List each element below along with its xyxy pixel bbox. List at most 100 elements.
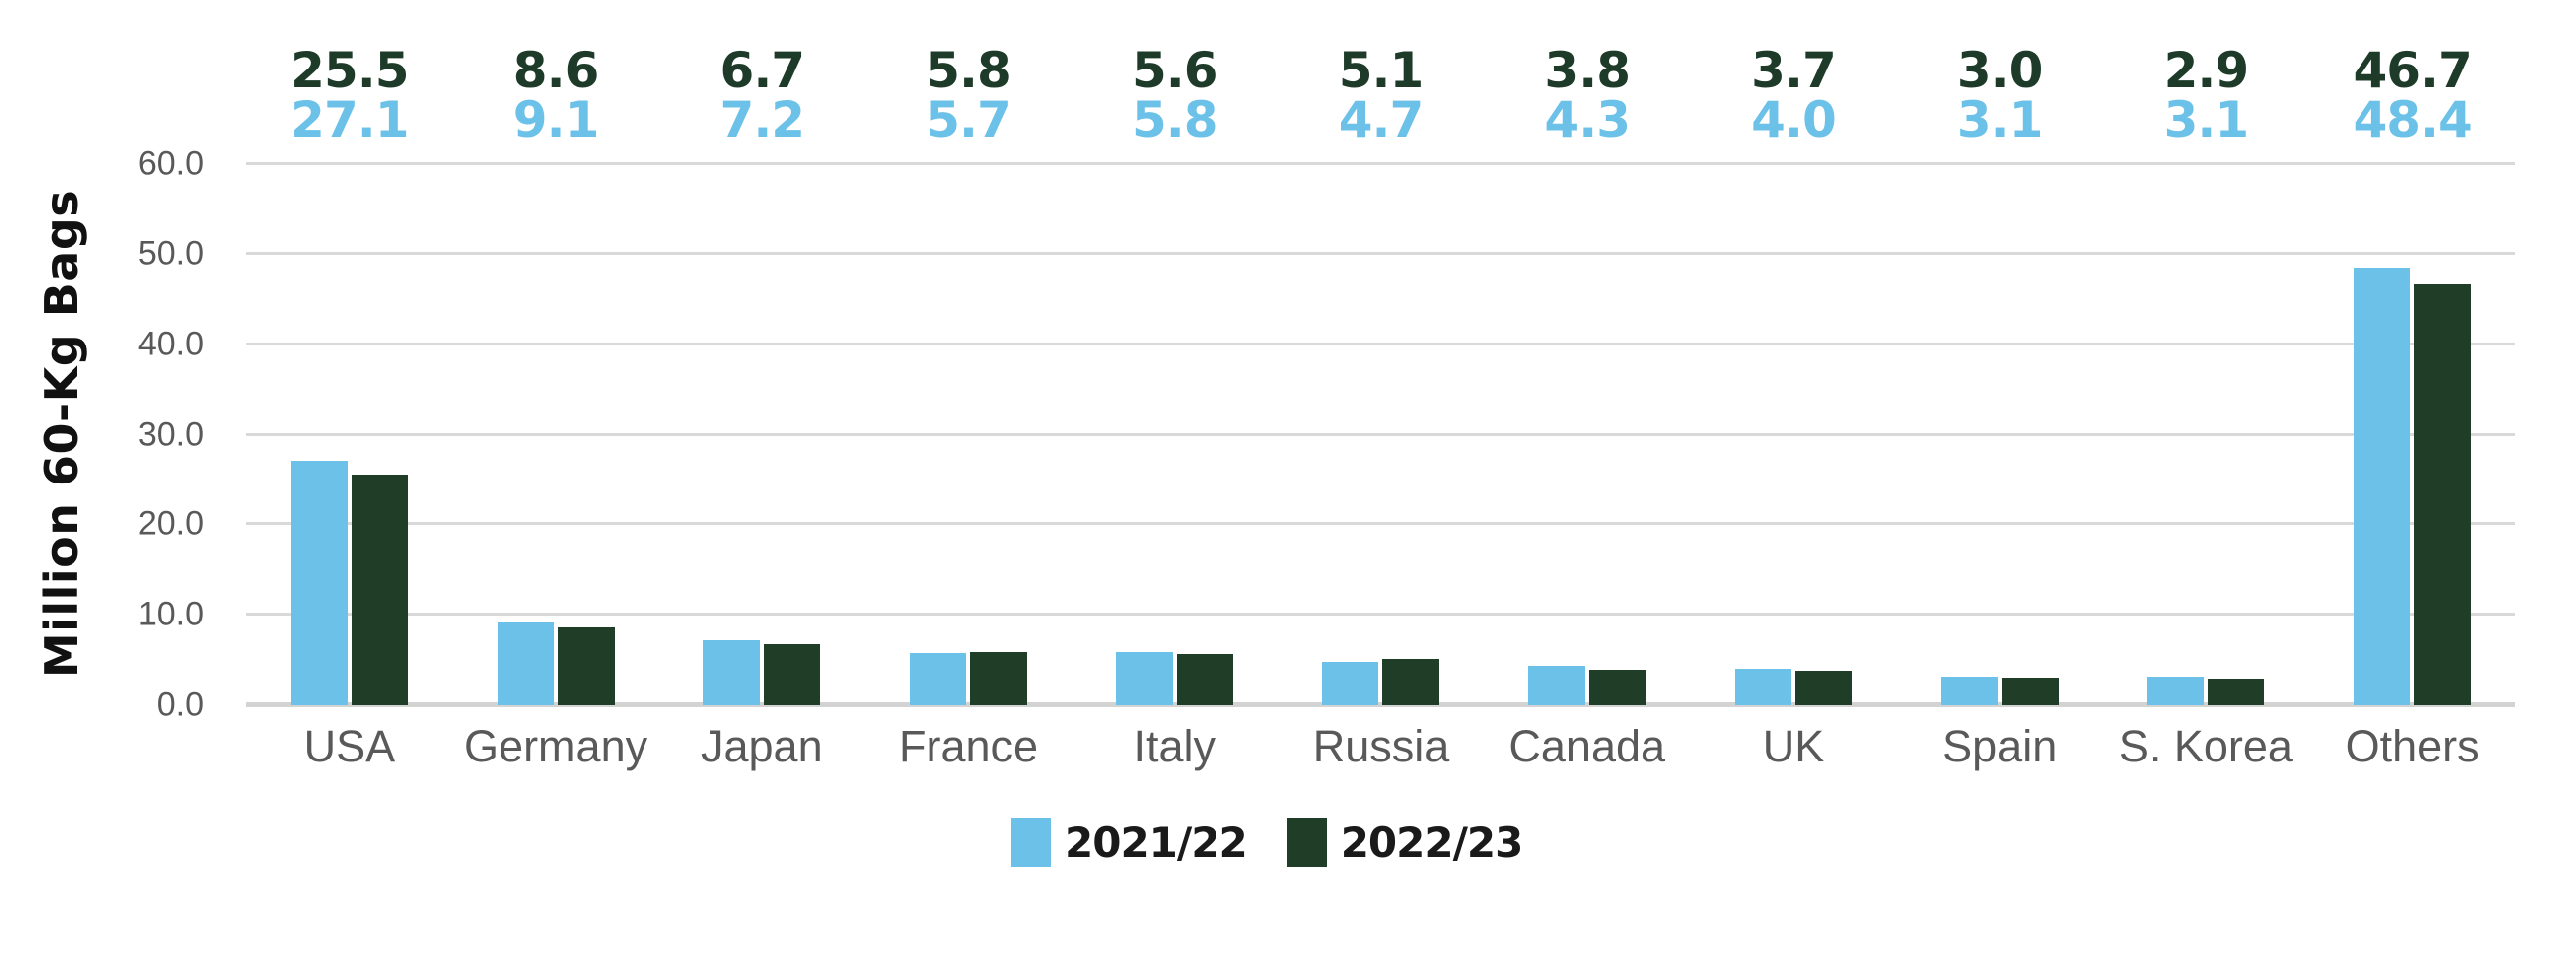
- legend-label-2021-22: 2021/22: [1065, 818, 1248, 867]
- bar-2022-23: [1794, 671, 1852, 705]
- value-label-top: 5.6: [1131, 42, 1218, 99]
- value-label-top: 6.7: [719, 42, 806, 99]
- x-axis-label: Japan: [701, 721, 823, 771]
- bar-2021-22: [1734, 669, 1791, 705]
- bar-2022-23: [2414, 284, 2472, 705]
- gridline: [246, 162, 2515, 165]
- value-label-top: 3.7: [1751, 42, 1837, 99]
- legend-swatch-2022-23: [1286, 818, 1327, 867]
- value-label-top: 3.8: [1544, 42, 1631, 99]
- bar-2021-22: [497, 622, 554, 705]
- bar-2021-22: [1940, 677, 1998, 705]
- y-tick-label: 50.0: [137, 234, 204, 273]
- bar-2021-22: [1115, 652, 1173, 705]
- bar-group: [1690, 164, 1897, 705]
- value-label-bottom: 4.0: [1751, 91, 1837, 149]
- bar-2021-22: [703, 640, 761, 705]
- x-axis-label: Italy: [1133, 721, 1216, 771]
- y-tick-label: 0.0: [156, 685, 204, 724]
- gridline: [246, 432, 2515, 436]
- value-label-pair: 5.6 5.8: [1131, 42, 1218, 149]
- bar-2022-23: [1176, 654, 1233, 705]
- value-label-bottom: 5.7: [926, 91, 1012, 149]
- gridline: [246, 251, 2515, 255]
- value-label-pair: 3.0 3.1: [1956, 42, 2044, 149]
- gridline: [246, 342, 2515, 345]
- bar-2021-22: [910, 653, 967, 705]
- legend-swatch-2021-22: [1011, 818, 1051, 867]
- bar-group: [1897, 164, 2103, 705]
- bar-2022-23: [764, 644, 821, 705]
- legend-item: 2022/23: [1286, 818, 1524, 867]
- value-label-bottom: 27.1: [290, 91, 409, 149]
- value-label-top: 3.0: [1956, 42, 2044, 99]
- x-axis-label: Russia: [1312, 721, 1450, 771]
- x-axis-label: S. Korea: [2118, 721, 2293, 771]
- value-label-bottom: 5.8: [1131, 91, 1218, 149]
- value-label-top: 8.6: [512, 42, 600, 99]
- bar-group: [246, 164, 453, 705]
- bar-2021-22: [1322, 662, 1379, 705]
- value-label-bottom: 48.4: [2353, 91, 2472, 149]
- value-label-top: 2.9: [2163, 42, 2250, 99]
- value-label-pair: 25.5 27.1: [290, 42, 409, 149]
- gridline: [246, 522, 2515, 526]
- bar-2022-23: [1589, 670, 1646, 705]
- x-axis-label: Germany: [464, 721, 648, 771]
- y-tick-label: 30.0: [137, 415, 204, 453]
- x-axis-label: France: [899, 721, 1039, 771]
- value-label-top: 25.5: [290, 42, 409, 99]
- legend-item: 2021/22: [1011, 818, 1248, 867]
- x-axis-label: Canada: [1508, 721, 1666, 771]
- value-label-pair: 5.1 4.7: [1338, 42, 1425, 149]
- bar-2022-23: [2208, 679, 2265, 705]
- y-tick-label: 10.0: [137, 595, 204, 633]
- x-axis-label: UK: [1762, 721, 1825, 771]
- bar-group: [1278, 164, 1485, 705]
- value-label-pair: 3.8 4.3: [1544, 42, 1631, 149]
- bar-2022-23: [1382, 659, 1440, 705]
- x-axis-label: Spain: [1942, 721, 2058, 771]
- y-tick-label: 60.0: [137, 144, 204, 183]
- bar-group: [865, 164, 1072, 705]
- bar-2021-22: [1528, 666, 1586, 705]
- gridline: [246, 613, 2515, 617]
- legend-label-2022-23: 2022/23: [1340, 818, 1524, 867]
- bar-group: [2103, 164, 2310, 705]
- value-label-bottom: 3.1: [1956, 91, 2044, 149]
- plot-area: [246, 162, 2515, 707]
- value-label-bottom: 4.3: [1544, 91, 1631, 149]
- value-label-pair: 5.8 5.7: [926, 42, 1012, 149]
- bar-group: [658, 164, 865, 705]
- value-label-pair: 3.7 4.0: [1751, 42, 1837, 149]
- bar-group: [1072, 164, 1278, 705]
- x-axis-label: Others: [2345, 721, 2480, 771]
- bar-group: [453, 164, 659, 705]
- value-label-pair: 46.7 48.4: [2353, 42, 2472, 149]
- bar-2022-23: [2001, 678, 2059, 705]
- bar-2022-23: [970, 652, 1028, 705]
- bar-2022-23: [557, 627, 615, 705]
- value-label-bottom: 9.1: [512, 91, 600, 149]
- bar-2021-22: [290, 461, 348, 705]
- value-label-pair: 8.6 9.1: [512, 42, 600, 149]
- value-label-top: 46.7: [2353, 42, 2472, 99]
- bar-group: [2309, 164, 2515, 705]
- x-axis-line: [246, 702, 2515, 707]
- bar-2021-22: [2147, 677, 2205, 705]
- bar-2022-23: [351, 475, 408, 705]
- value-label-pair: 2.9 3.1: [2163, 42, 2250, 149]
- value-label-bottom: 4.7: [1338, 91, 1425, 149]
- value-label-bottom: 7.2: [719, 91, 806, 149]
- value-label-top: 5.1: [1338, 42, 1425, 99]
- bar-group: [1484, 164, 1690, 705]
- value-label-top: 5.8: [926, 42, 1012, 99]
- bar-2021-22: [2354, 268, 2411, 705]
- x-axis-label: USA: [303, 721, 396, 771]
- y-tick-label: 20.0: [137, 504, 204, 543]
- value-label-pair: 6.7 7.2: [719, 42, 806, 149]
- legend: 2021/22 2022/23: [1011, 818, 1524, 867]
- y-tick-label: 40.0: [137, 325, 204, 363]
- value-label-bottom: 3.1: [2163, 91, 2250, 149]
